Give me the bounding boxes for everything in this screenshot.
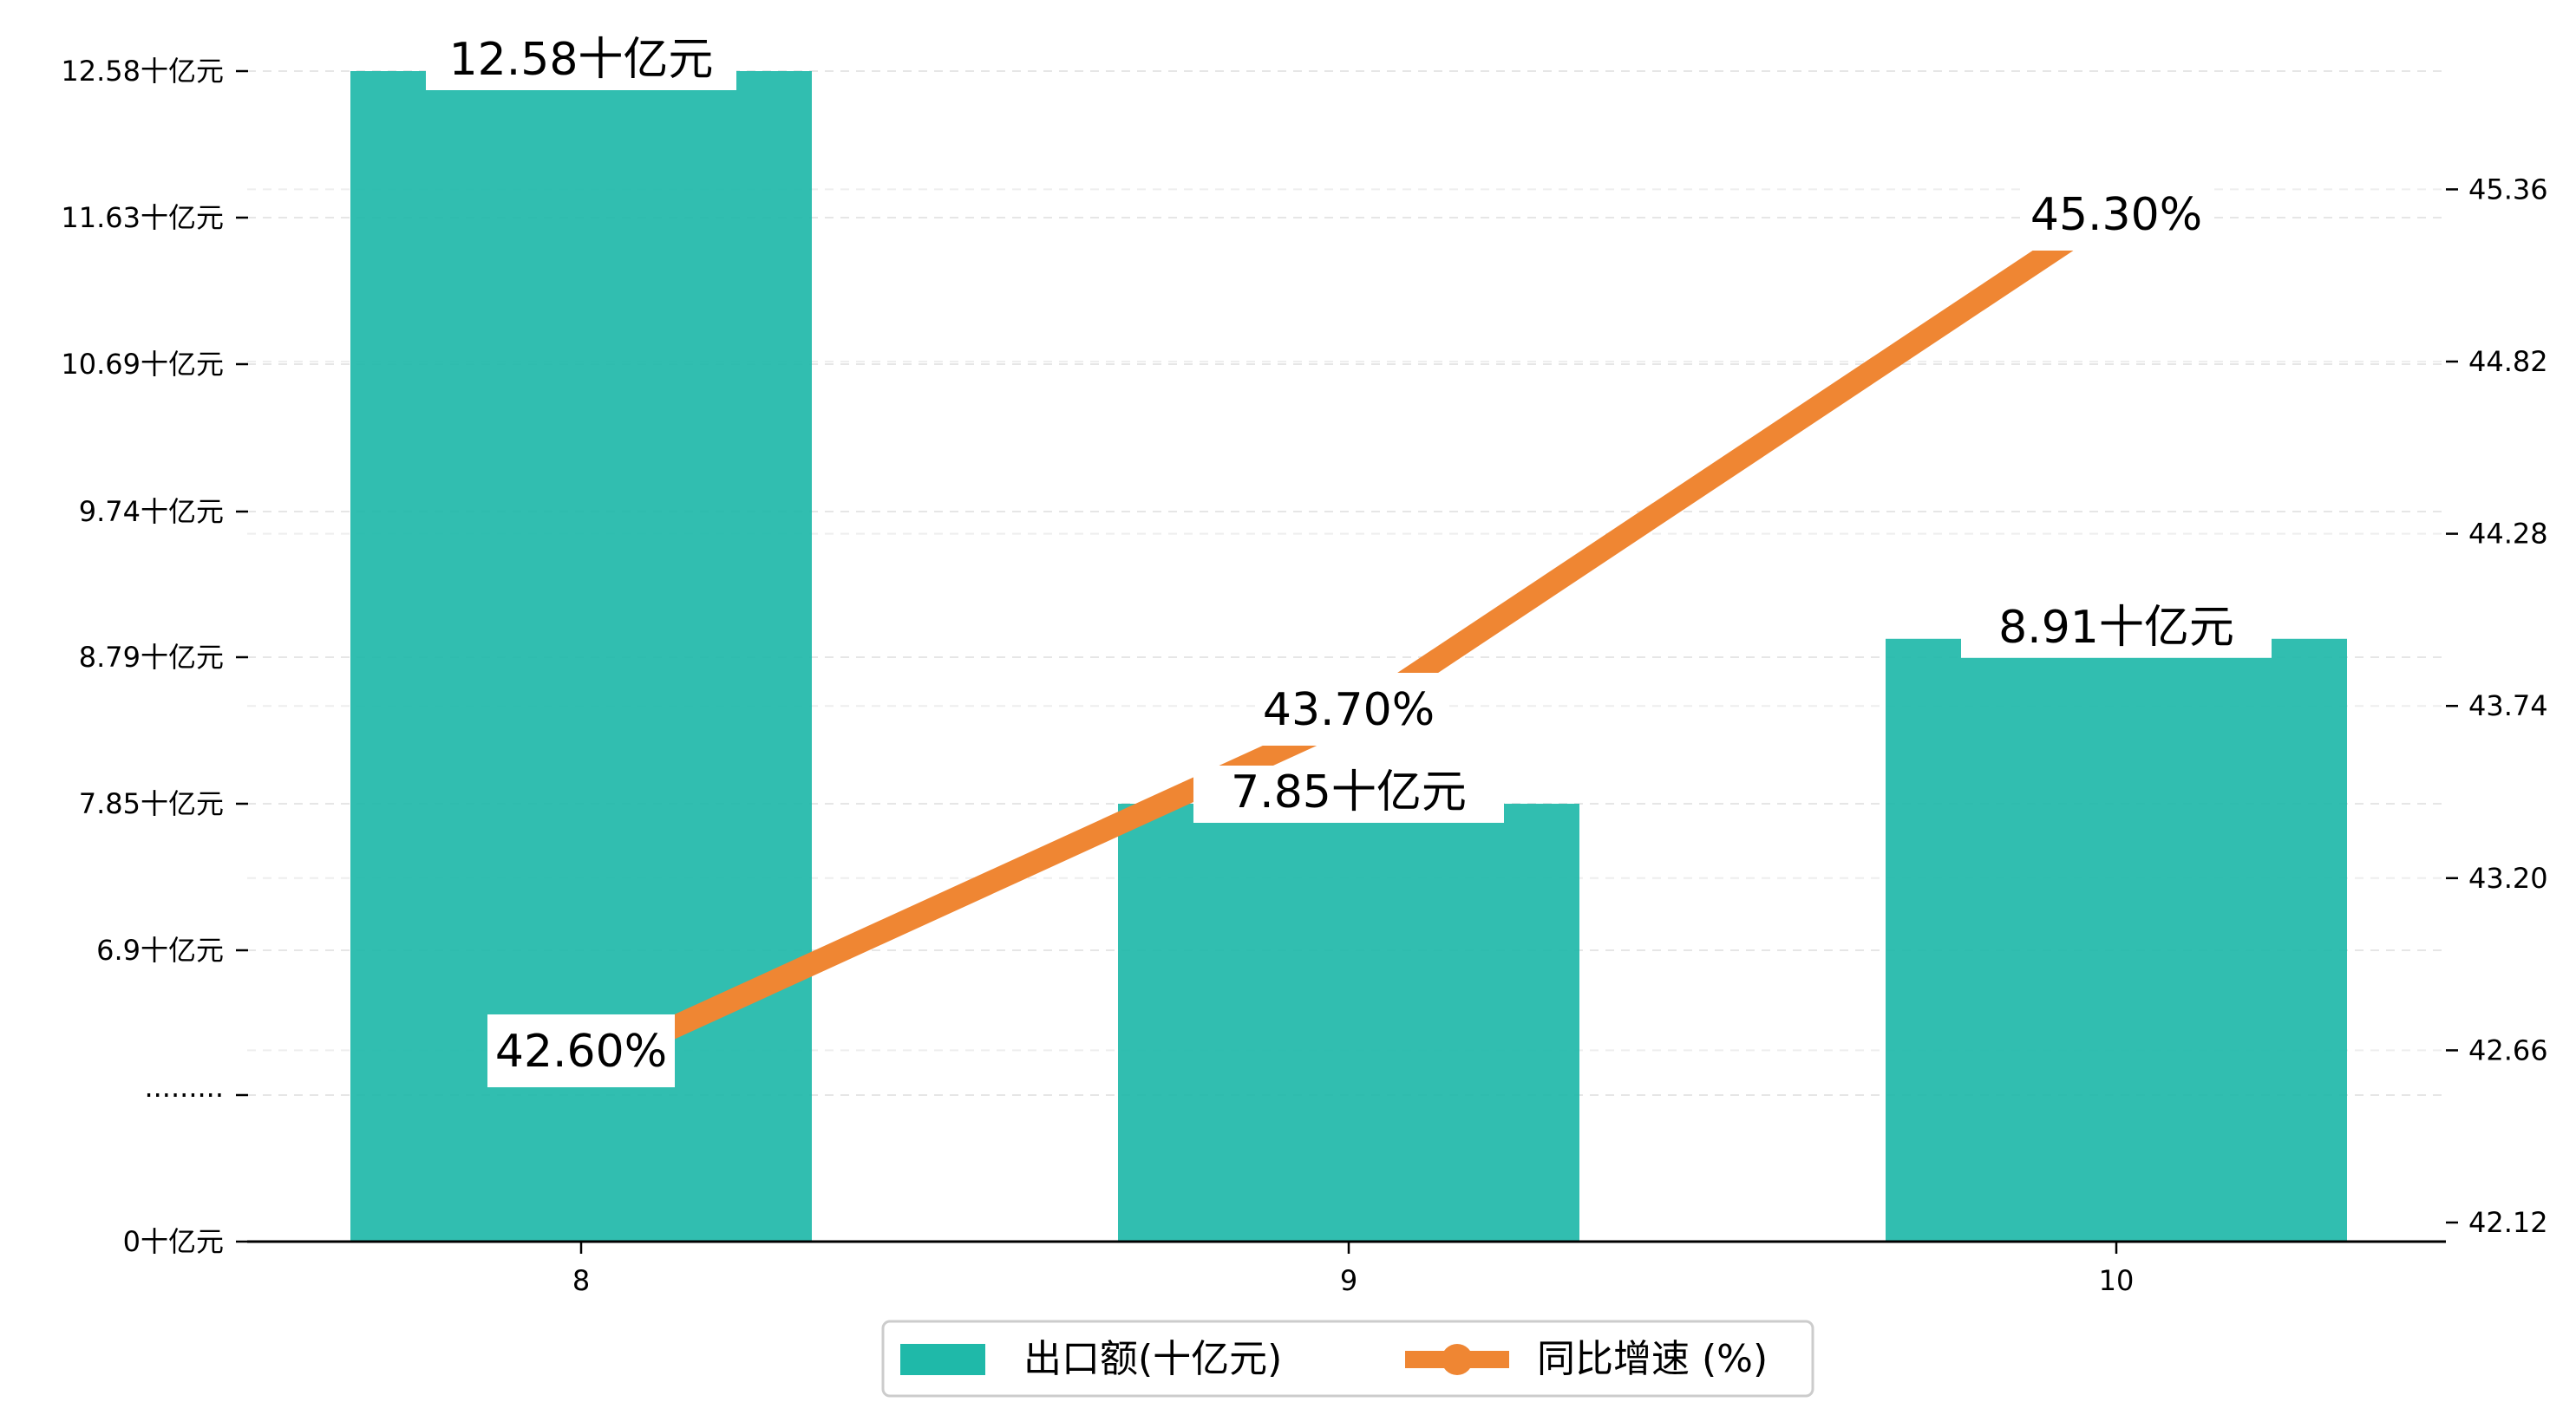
legend: 出口额(十亿元) 同比增速 (%)	[881, 1320, 1814, 1398]
data-labels: 12.58十亿元 7.85十亿元 8.91十亿元 42.60% 43.70% 45.30%	[426, 33, 2272, 1087]
bar-value-label: 7.85十亿元	[1231, 766, 1467, 818]
bar-value-label-box	[426, 33, 736, 90]
line-value-label-box	[487, 1014, 675, 1087]
left-tick-label: 6.9十亿元	[96, 934, 224, 967]
left-axis-ticks: 0十亿元 ········· 6.9十亿元 7.85十亿元 8.79十亿元 9.74十亿元…	[61, 55, 248, 1258]
line-value-label: 45.30%	[2030, 189, 2202, 241]
right-tick-label: 45.36	[2468, 173, 2548, 205]
right-tick-label: 42.12	[2468, 1206, 2548, 1239]
line-value-label: 42.60%	[495, 1026, 667, 1078]
line-value-label-box	[1255, 673, 1442, 746]
x-tick-label: 9	[1340, 1264, 1357, 1297]
legend-swatch-marker	[1442, 1344, 1473, 1375]
legend-frame	[881, 1320, 1814, 1398]
legend-label-bar: 出口额(十亿元)	[1023, 1337, 1282, 1381]
x-axis-ticks: 8 9 10	[572, 1242, 2135, 1297]
right-tick-label: 44.28	[2468, 518, 2548, 551]
bar-value-label-box	[1193, 766, 1504, 823]
left-tick-label: 11.63十亿元	[61, 201, 224, 234]
legend-swatch-bar	[900, 1344, 985, 1375]
x-tick-label: 10	[2099, 1264, 2135, 1297]
right-axis-ticks: 42.12 42.66 43.20 43.74 44.28 44.82 45.36	[2446, 173, 2548, 1239]
right-tick-label: 42.66	[2468, 1034, 2548, 1066]
right-tick-label: 44.82	[2468, 345, 2548, 378]
left-tick-label: ·········	[144, 1079, 224, 1112]
right-tick-label: 43.74	[2468, 689, 2548, 722]
left-tick-label: 10.69十亿元	[61, 348, 224, 381]
bar	[1886, 638, 2347, 1242]
x-tick-label: 8	[572, 1264, 590, 1297]
bar-series	[350, 71, 2347, 1242]
bar-value-label: 12.58十亿元	[449, 34, 714, 86]
left-tick-label: 9.74十亿元	[79, 495, 224, 528]
legend-label-line: 同比增速 (%)	[1537, 1337, 1768, 1381]
line-value-label-box	[2023, 178, 2210, 251]
right-tick-label: 43.20	[2468, 862, 2548, 895]
left-tick-label: 0十亿元	[123, 1225, 224, 1258]
left-tick-label: 8.79十亿元	[79, 641, 224, 674]
left-tick-label: 7.85十亿元	[79, 787, 224, 820]
bar-value-label-box	[1961, 600, 2272, 658]
left-tick-label: 12.58十亿元	[61, 55, 224, 88]
line-value-label: 43.70%	[1263, 684, 1435, 736]
bar-value-label: 8.91十亿元	[1998, 602, 2234, 654]
bar	[1118, 804, 1579, 1242]
